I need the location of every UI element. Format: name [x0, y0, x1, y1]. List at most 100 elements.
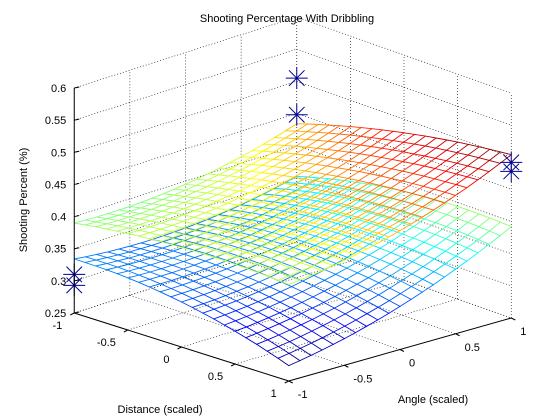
mesh-line-upper — [151, 193, 164, 199]
mesh-line-lower — [259, 263, 271, 269]
mesh-line-upper — [292, 186, 305, 194]
mesh-line-upper — [206, 180, 219, 188]
mesh-line-lower — [455, 242, 468, 249]
mesh-line-upper — [215, 216, 228, 223]
mesh-line-upper — [349, 134, 362, 137]
mesh-line-lower — [218, 214, 231, 217]
mesh-line-upper — [424, 137, 437, 147]
mesh-line-lower — [328, 186, 340, 189]
mesh-line-upper — [206, 179, 219, 182]
mesh-line-lower — [377, 300, 390, 308]
mesh-line-upper — [288, 275, 301, 281]
mesh-line-upper — [215, 209, 228, 216]
mesh-line-upper — [270, 196, 283, 200]
grid-line — [296, 113, 512, 190]
mesh-line-lower — [203, 281, 216, 287]
mesh-line-upper — [325, 175, 338, 184]
mesh-line-upper — [401, 190, 413, 194]
mesh-line-upper — [240, 163, 252, 165]
mesh-line-lower — [172, 253, 185, 259]
mesh-line-lower — [235, 295, 248, 302]
mesh-line-lower — [279, 312, 291, 320]
mesh-line-upper — [181, 236, 194, 242]
mesh-line-upper — [312, 222, 325, 227]
mesh-line-lower — [217, 227, 230, 231]
mesh-line-upper — [294, 153, 307, 156]
mesh-line-lower — [356, 295, 368, 302]
mesh-line-upper — [291, 208, 304, 213]
mesh-line-lower — [423, 222, 436, 231]
mesh-line-upper — [349, 127, 362, 136]
mesh-line-upper — [261, 158, 274, 166]
mesh-line-upper — [279, 238, 292, 243]
z-tick-label: 0.35 — [45, 244, 66, 256]
mesh-line-upper — [303, 186, 316, 190]
mesh-line-upper — [196, 178, 208, 181]
mesh-line-lower — [466, 239, 479, 249]
mesh-line-lower — [370, 193, 383, 197]
mesh-line-upper — [300, 253, 313, 259]
mesh-line-upper — [256, 267, 269, 273]
mesh-line-lower — [289, 318, 302, 326]
mesh-line-lower — [129, 251, 141, 256]
mesh-line-upper — [378, 203, 391, 208]
mesh-line-upper — [274, 130, 287, 139]
mesh-line-upper — [217, 175, 230, 182]
mesh-line-lower — [195, 229, 208, 233]
mesh-line-lower — [250, 207, 264, 214]
mesh-line-upper — [338, 134, 351, 143]
mesh-line-lower — [366, 300, 379, 308]
mesh-line-lower — [335, 267, 348, 275]
mesh-line-lower — [323, 301, 335, 309]
mesh-line-lower — [225, 281, 238, 287]
mesh-line-lower — [333, 301, 347, 309]
mesh-line-upper — [229, 163, 242, 170]
mesh-line-lower — [296, 175, 308, 178]
mesh-line-lower — [478, 213, 491, 219]
mesh-line-upper — [315, 172, 327, 175]
mesh-line-lower — [293, 220, 306, 225]
mesh-line-upper — [202, 253, 215, 258]
mesh-line-upper — [357, 182, 370, 191]
mesh-line-lower — [239, 219, 252, 226]
mesh-line-upper — [182, 216, 195, 222]
mesh-line-upper — [322, 255, 335, 263]
mesh-line-lower — [268, 296, 281, 303]
mesh-line-upper — [260, 179, 273, 182]
mesh-line-lower — [456, 209, 469, 219]
mesh-line-upper — [360, 127, 373, 130]
mesh-line-lower — [138, 264, 151, 269]
y-tick-mark — [455, 333, 460, 337]
mesh-line-lower — [323, 284, 336, 292]
mesh-line-upper — [499, 154, 512, 164]
mesh-line-lower — [488, 221, 501, 232]
mesh-line-upper — [434, 149, 447, 159]
mesh-line-upper — [96, 216, 108, 220]
mesh-line-lower — [402, 204, 415, 213]
mesh-line-lower — [250, 212, 263, 216]
mesh-line-lower — [457, 205, 469, 211]
mesh-line-lower — [171, 272, 184, 278]
mesh-line-lower — [172, 257, 184, 262]
mesh-line-upper — [337, 151, 350, 160]
grid-line — [181, 279, 405, 348]
mesh-line-upper — [216, 202, 229, 209]
mesh-line-upper — [433, 181, 446, 190]
mesh-line-lower — [312, 279, 325, 287]
mesh-line-upper — [392, 149, 404, 153]
mesh-line-upper — [368, 191, 381, 196]
mesh-line-upper — [348, 144, 361, 153]
mesh-line-lower — [305, 208, 318, 216]
mesh-line-lower — [444, 255, 457, 265]
mesh-line-lower — [256, 328, 269, 334]
mesh-line-upper — [335, 202, 348, 206]
mesh-line-lower — [336, 242, 349, 248]
mesh-line-upper — [160, 222, 173, 226]
mesh-line-lower — [228, 229, 240, 233]
mesh-line-upper — [327, 149, 339, 152]
mesh-line-lower — [347, 239, 360, 248]
mesh-line-lower — [117, 266, 129, 272]
mesh-line-upper — [358, 171, 371, 175]
y-tick-mark — [511, 317, 516, 321]
mesh-line-lower — [138, 267, 151, 273]
